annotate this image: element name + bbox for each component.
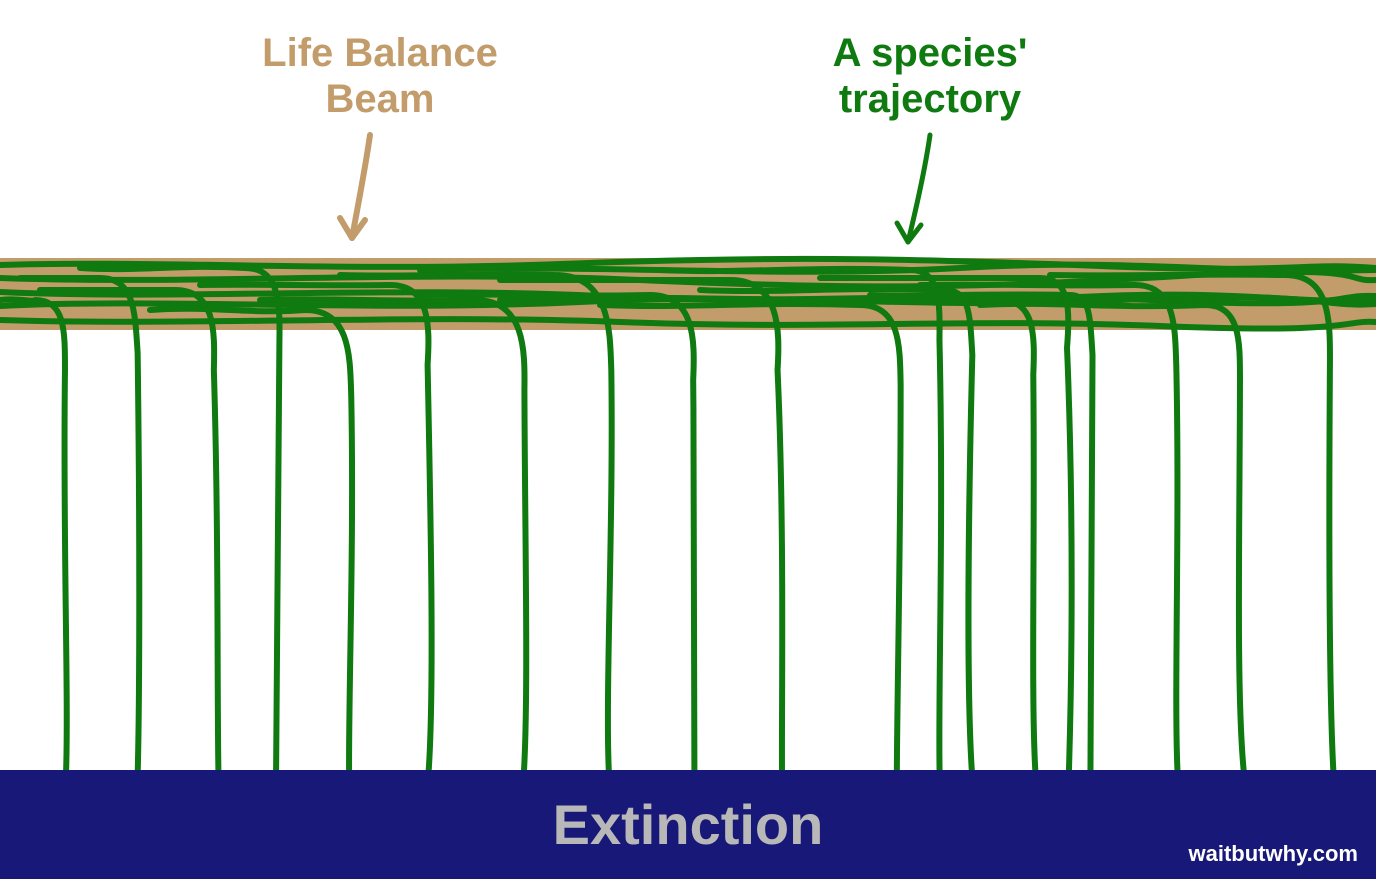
trajectory-line [150, 309, 352, 772]
trajectory-line [260, 299, 526, 772]
trajectory-line [500, 280, 782, 772]
trajectory-line [200, 285, 432, 772]
extinction-text: Extinction [553, 792, 824, 857]
trajectory-line [920, 285, 1178, 772]
trajectory-line [80, 267, 280, 772]
diagram-svg [0, 0, 1376, 879]
trajectory-line [20, 278, 139, 772]
trajectory-line [340, 274, 612, 772]
trajectory-line [420, 294, 695, 772]
credit-text: waitbutwhy.com [1189, 841, 1359, 867]
trajectory-line [700, 289, 972, 772]
trajectory-lines [0, 259, 1376, 772]
trajectory-label: A species' trajectory [790, 30, 1070, 122]
trajectory-label-line2: trajectory [839, 77, 1021, 121]
trajectory-line [0, 299, 67, 772]
trajectory-line [600, 304, 901, 772]
trajectory-line [980, 304, 1244, 772]
beam-label-line2: Beam [326, 77, 435, 121]
trajectory-label-line1: A species' [833, 31, 1028, 75]
beam-label: Life Balance Beam [230, 30, 530, 122]
trajectory-line [870, 294, 1093, 772]
extinction-bar: Extinction [0, 770, 1376, 879]
beam-label-line1: Life Balance [262, 31, 498, 75]
